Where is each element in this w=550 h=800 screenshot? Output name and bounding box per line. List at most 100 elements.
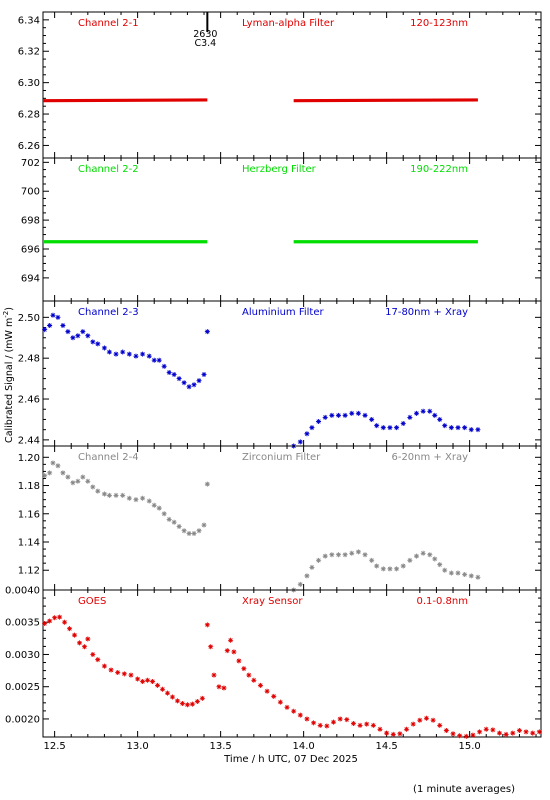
data-point — [67, 626, 73, 632]
data-point — [201, 372, 207, 378]
data-point — [337, 716, 343, 722]
data-point — [140, 351, 146, 357]
data-point — [121, 671, 127, 677]
data-point — [510, 730, 516, 736]
data-point — [503, 731, 509, 737]
data-point — [374, 563, 380, 569]
data-point — [423, 715, 429, 721]
y-tick-label: 0.0020 — [5, 714, 40, 725]
data-point — [414, 553, 419, 559]
data-point — [201, 522, 207, 528]
data-point — [72, 632, 78, 638]
y-tick-label: 2.46 — [18, 395, 40, 406]
data-point — [42, 327, 48, 333]
band-label: 6-20nm + Xray — [391, 452, 468, 463]
data-point — [166, 516, 172, 522]
data-point — [407, 414, 413, 420]
data-point — [463, 733, 469, 739]
data-point — [231, 649, 237, 655]
data-point — [135, 676, 141, 682]
data-segment — [42, 98, 208, 103]
data-point — [106, 349, 112, 355]
data-point — [364, 721, 370, 727]
data-point — [150, 679, 156, 685]
data-point — [55, 314, 61, 320]
data-point — [70, 480, 76, 486]
series-3 — [42, 312, 481, 449]
y-tick-label: 0.0035 — [5, 618, 40, 629]
data-point — [516, 728, 522, 734]
data-point — [90, 651, 96, 657]
data-point — [65, 474, 71, 480]
y-tick-label: 1.20 — [18, 453, 40, 464]
data-point — [113, 351, 119, 357]
channel-label: Channel 2-4 — [78, 452, 139, 463]
data-point — [146, 498, 152, 504]
y-tick-label: 6.26 — [18, 141, 40, 152]
series-5 — [42, 614, 542, 739]
data-point — [342, 412, 348, 418]
data-point — [75, 478, 81, 484]
data-point — [204, 329, 210, 335]
data-point — [95, 657, 101, 663]
x-tick-label: 15.0 — [458, 741, 480, 752]
data-point — [355, 410, 361, 416]
data-point — [146, 353, 152, 359]
data-point — [523, 729, 529, 735]
data-point — [257, 682, 263, 688]
data-point — [62, 619, 68, 625]
data-point — [50, 312, 56, 318]
data-point — [329, 412, 335, 418]
data-point — [57, 614, 63, 620]
y-tick-label: 698 — [21, 216, 40, 227]
data-point — [407, 557, 413, 563]
y-tick-label: 2.48 — [18, 354, 40, 365]
y-tick-label: 702 — [21, 158, 40, 169]
data-point — [442, 567, 448, 573]
x-tick-label: 12.5 — [43, 741, 65, 752]
panel-frame — [42, 157, 542, 302]
y-tick-label: 1.14 — [18, 538, 40, 549]
y-axis-label: Calibrated Signal / (mW m-2) — [2, 307, 15, 443]
channel-label: Channel 2-1 — [78, 18, 139, 29]
data-segment — [293, 98, 478, 103]
data-point — [186, 384, 192, 390]
x-axis-label: Time / h UTC, 07 Dec 2025 — [223, 754, 358, 765]
data-point — [80, 329, 86, 335]
data-point — [181, 380, 187, 386]
data-point — [277, 699, 283, 705]
data-point — [47, 618, 53, 624]
data-point — [304, 716, 310, 722]
data-point — [179, 700, 185, 706]
data-point — [427, 552, 433, 558]
data-point — [161, 511, 167, 517]
data-point — [374, 423, 380, 429]
data-point — [47, 470, 53, 476]
data-point — [228, 637, 234, 643]
channel-label: Channel 2-2 — [78, 164, 139, 175]
data-point — [90, 484, 96, 490]
data-point — [387, 566, 393, 572]
data-point — [384, 730, 390, 736]
data-point — [427, 408, 433, 414]
data-point — [311, 720, 317, 726]
data-point — [221, 685, 227, 691]
data-point — [113, 492, 119, 498]
data-point — [468, 427, 474, 433]
data-point — [70, 335, 76, 341]
data-point — [497, 730, 502, 736]
data-point — [536, 729, 542, 735]
data-point — [264, 688, 270, 694]
filter-label: Lyman-alpha Filter — [242, 18, 335, 29]
data-point — [442, 423, 448, 429]
data-point — [344, 717, 350, 723]
data-point — [133, 497, 139, 503]
panel-1: 6.26 6.28 6.30 6.32 6.34 Channel 2-1 Lyman-alp… — [18, 11, 542, 159]
data-point — [189, 701, 195, 707]
data-point — [85, 636, 91, 642]
y-tick-label: 1.18 — [18, 481, 40, 492]
x-tick-label: 13.5 — [209, 741, 231, 752]
data-point — [241, 666, 247, 672]
data-point — [455, 425, 461, 431]
data-point — [60, 470, 66, 476]
